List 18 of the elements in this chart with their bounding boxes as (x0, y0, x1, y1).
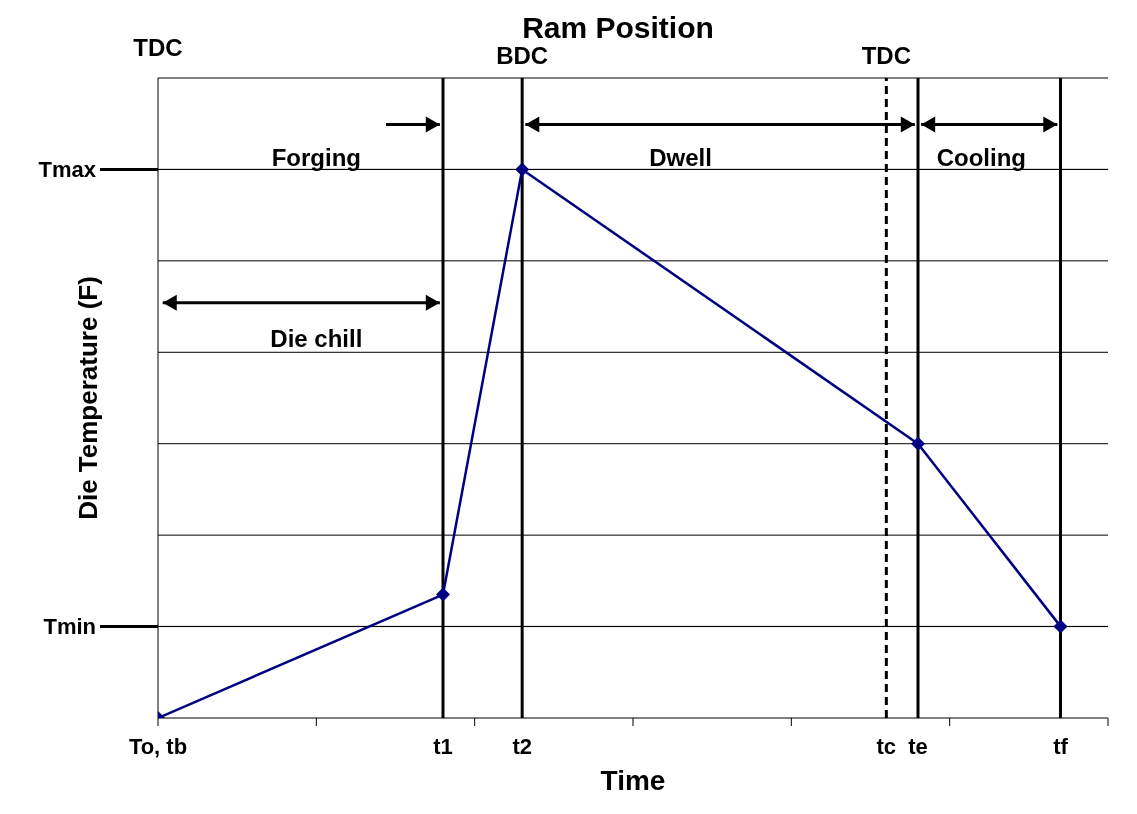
ref-line-label: Tmin (43, 614, 96, 640)
ref-line-label: Tmax (38, 157, 97, 183)
x-tick-label: te (908, 734, 928, 759)
annotation: Die chill (270, 325, 363, 353)
chart-title: Ram Position (522, 11, 714, 44)
x-tick-label: To, tb (128, 734, 188, 759)
x-axis-title: Time (600, 765, 666, 796)
annotation: Cooling (936, 144, 1026, 172)
y-axis-title: Die Temperature (F) (73, 276, 104, 520)
ref-line-label: BDC (496, 42, 549, 69)
ref-line-label: TDC (861, 42, 911, 69)
text: TDC (133, 34, 183, 61)
x-tick-label: tc (876, 734, 897, 759)
annotation: Forging (271, 144, 361, 172)
x-tick-label: t2 (512, 734, 532, 759)
x-tick-label: tf (1053, 734, 1069, 759)
x-tick-label: t1 (433, 734, 453, 759)
annotation: Dwell (649, 144, 712, 172)
